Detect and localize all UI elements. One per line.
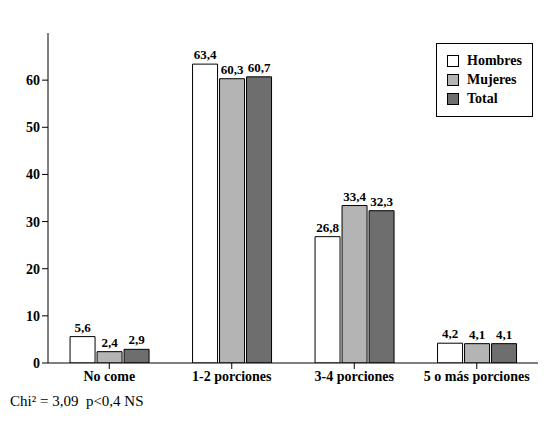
html-text:Chi² = 3,09 p<0,4 NS: Chi² = 3,09 p<0,4 NS bbox=[10, 393, 144, 409]
html-text:Hombres: Hombres bbox=[467, 53, 522, 68]
svg-text:30: 30 bbox=[26, 215, 40, 230]
svg-text:60,3: 60,3 bbox=[221, 62, 244, 77]
svg-text:1-2 porciones: 1-2 porciones bbox=[192, 369, 272, 384]
svg-text:60: 60 bbox=[26, 73, 40, 88]
svg-text:5 o más porciones: 5 o más porciones bbox=[424, 369, 530, 384]
svg-text:4,2: 4,2 bbox=[442, 326, 458, 341]
svg-text:63,4: 63,4 bbox=[194, 47, 217, 62]
svg-text:4,1: 4,1 bbox=[469, 327, 485, 342]
html-text:Total: Total bbox=[467, 91, 498, 106]
svg-text:3-4 porciones: 3-4 porciones bbox=[315, 369, 395, 384]
svg-text:20: 20 bbox=[26, 262, 40, 277]
svg-text:32,3: 32,3 bbox=[370, 194, 393, 209]
svg-text:No come: No come bbox=[83, 369, 135, 384]
svg-text:5,6: 5,6 bbox=[74, 320, 91, 335]
svg-text:10: 10 bbox=[26, 309, 40, 324]
html-text:Mujeres: Mujeres bbox=[467, 72, 517, 87]
svg-text:50: 50 bbox=[26, 120, 40, 135]
svg-text:4,1: 4,1 bbox=[496, 327, 512, 342]
svg-text:26,8: 26,8 bbox=[316, 220, 339, 235]
svg-text:2,9: 2,9 bbox=[128, 332, 145, 347]
svg-text:60,7: 60,7 bbox=[248, 60, 271, 75]
svg-text:0: 0 bbox=[33, 356, 40, 371]
svg-text:40: 40 bbox=[26, 167, 40, 182]
svg-text:2,4: 2,4 bbox=[101, 335, 118, 350]
svg-text:33,4: 33,4 bbox=[343, 189, 366, 204]
